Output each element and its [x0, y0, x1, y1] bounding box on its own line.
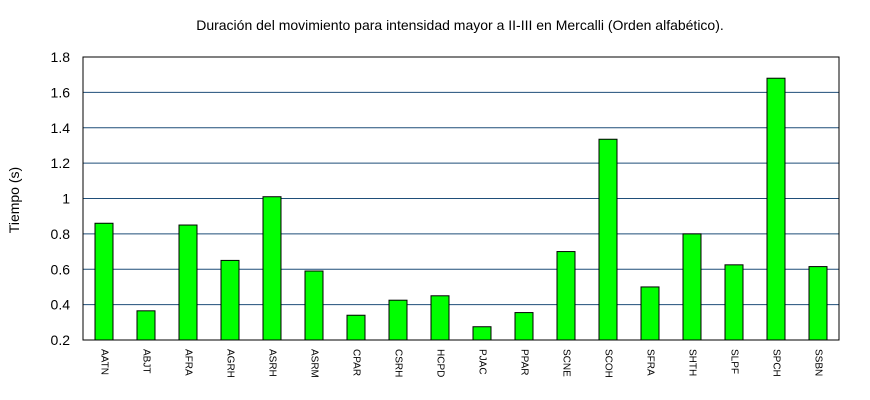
y-tick-label: 1.2 — [51, 155, 71, 171]
bar — [472, 326, 492, 341]
bar — [94, 222, 114, 341]
bar — [178, 224, 198, 341]
x-tick-label: AGRH — [224, 349, 235, 378]
y-tick-label: 0.2 — [51, 332, 71, 348]
y-tick-label: 1.6 — [51, 84, 71, 100]
y-tick-label: 1.4 — [51, 120, 71, 136]
x-tick-label: SPCH — [770, 349, 781, 377]
bar — [598, 138, 618, 341]
x-tick-label: CSRH — [392, 349, 403, 377]
x-tick-label: HCPD — [434, 349, 445, 377]
x-tick-label: ASRM — [308, 349, 319, 378]
bar — [556, 251, 576, 341]
bar — [808, 266, 828, 341]
x-tick-label: PPAR — [518, 349, 529, 376]
plot-frame — [82, 56, 840, 341]
y-tick-label: 1 — [62, 191, 70, 207]
bar — [724, 264, 744, 341]
bar — [262, 196, 282, 341]
bar — [136, 310, 156, 341]
y-tick-label: 0.4 — [51, 297, 71, 313]
y-tick-label: 0.6 — [51, 261, 71, 277]
y-tick-label: 1.8 — [51, 49, 71, 65]
bar — [388, 299, 408, 341]
x-tick-label: SFRA — [644, 349, 655, 376]
x-tick-label: SHTH — [686, 349, 697, 376]
bar — [430, 295, 450, 341]
x-tick-label: CPAR — [350, 349, 361, 376]
bar — [766, 77, 786, 341]
x-tick-label: SCNE — [560, 349, 571, 377]
bar — [640, 286, 660, 341]
x-tick-label: SCOH — [602, 349, 613, 378]
bar — [304, 270, 324, 341]
bar — [346, 314, 366, 341]
bar — [682, 233, 702, 341]
bar — [514, 312, 534, 341]
x-tick-label: SLPF — [728, 349, 739, 374]
chart-title: Duración del movimiento para intensidad … — [196, 17, 724, 33]
x-tick-label: AATN — [98, 349, 109, 375]
bar — [220, 259, 240, 341]
x-tick-label: SSBN — [812, 349, 823, 376]
x-tick-label: ASRH — [266, 349, 277, 377]
x-tick-label: PJAC — [476, 349, 487, 375]
x-tick-label: AFRA — [182, 349, 193, 376]
y-tick-label: 0.8 — [51, 226, 71, 242]
x-tick-label: ABJT — [140, 349, 151, 373]
